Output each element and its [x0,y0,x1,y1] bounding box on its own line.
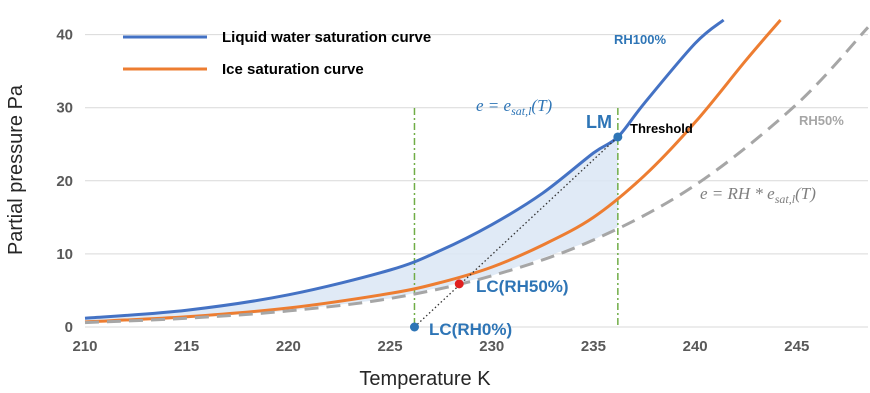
x-tick-label-6: 240 [683,338,708,355]
equation-liquid: e = esat,l(T) [476,96,553,118]
equation-rh-rhs: (T) [795,184,816,203]
rh50-label: RH50% [799,113,844,128]
x-tick-label-5: 235 [581,338,606,355]
x-tick-labels: 210 215 220 225 230 235 240 245 [72,338,809,355]
shaded-region [85,137,618,323]
x-axis-label: Temperature K [359,368,491,390]
x-tick-label-0: 210 [72,338,97,355]
x-tick-label-7: 245 [784,338,809,355]
lm-label: LM [586,112,612,132]
x-tick-label-1: 215 [174,338,199,355]
equation-liquid-lhs: e = e [476,96,512,115]
x-tick-label-4: 230 [479,338,504,355]
y-tick-label-0: 0 [65,319,73,336]
y-tick-label-3: 30 [56,100,73,117]
lm-point [613,132,623,142]
series-line-2 [84,26,870,325]
y-tick-label-4: 40 [56,27,73,44]
x-tick-label-3: 225 [378,338,403,355]
vertical-lines [413,108,619,327]
legend-label-ice: Ice saturation curve [222,61,364,78]
lc50-label: LC(RH50%) [476,277,569,296]
equation-liquid-rhs: (T) [531,96,552,115]
rh100-label: RH100% [614,32,666,47]
y-tick-label-1: 10 [56,246,73,263]
lc-rh0-point [409,322,419,332]
y-axis-label: Partial pressure Pa [5,84,27,255]
legend-label-liquid: Liquid water saturation curve [222,29,431,46]
series-line-1 [84,19,782,324]
series-line-0 [84,18,725,320]
lc0-label: LC(RH0%) [429,320,512,339]
gridlines [85,34,868,328]
x-tick-label-2: 220 [276,338,301,355]
equation-rh: e = RH * esat,l(T) [700,184,816,206]
point-markers [409,132,623,332]
threshold-label: Threshold [630,121,693,136]
y-tick-label-2: 20 [56,173,73,190]
equation-rh-lhs: e = RH * e [700,184,775,203]
equation-rh-sub: sat,l [775,192,796,206]
y-tick-labels: 0 10 20 30 40 [56,27,73,336]
lc-rh50-point [454,279,464,289]
legend: Liquid water saturation curve Ice satura… [123,29,431,78]
series-lines [84,18,870,325]
equation-liquid-sub: sat,l [511,104,532,118]
